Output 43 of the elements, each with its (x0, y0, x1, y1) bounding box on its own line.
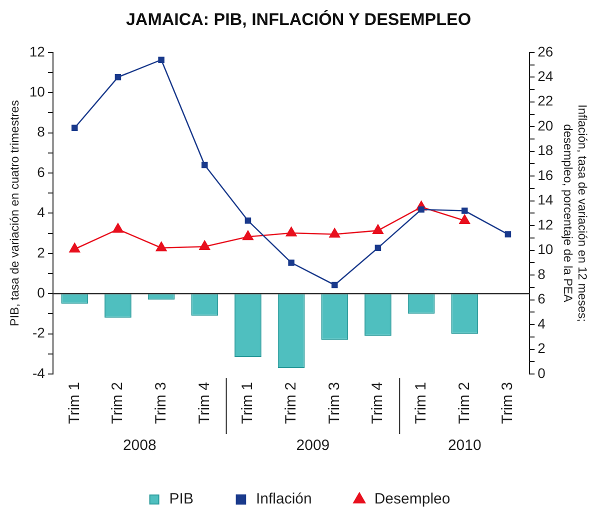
y-tick-label: 6 (37, 164, 46, 180)
y-tick-label: -2 (32, 324, 46, 341)
y2-tick-label: 24 (538, 68, 554, 84)
x-tick-label: Trim 3 (499, 382, 516, 424)
x-tick-label: Trim 1 (239, 382, 256, 424)
y2-tick-label: 2 (538, 340, 546, 356)
y-tick-label: 10 (29, 83, 46, 100)
y2-tick-label: 10 (538, 241, 554, 258)
text: 2008 (122, 437, 156, 454)
x-tick-label: Trim 2 (109, 382, 126, 424)
y2-tick-label: 16 (538, 166, 554, 183)
y2-tick-label: 14 (538, 192, 554, 208)
x-tick-label: Trim 1 (412, 382, 430, 424)
legend-label: Desempleo (374, 490, 450, 508)
text: 2009 (296, 437, 330, 454)
x-tick-label: Trim 2 (282, 382, 300, 424)
y-tick-label: 8 (37, 124, 46, 140)
legend-label: Inflación (256, 490, 312, 508)
y-tick-label: 12 (29, 43, 46, 60)
x-tick-label: Trim 1 (66, 382, 83, 424)
y2-axis-title: Inflación, tasa de variación en 12 meses; desempleo, porcentaje de la PEA (561, 104, 590, 322)
legend-label: PIB (169, 490, 194, 508)
x-tick-label: Trim 2 (456, 382, 473, 424)
x-tick-label: Trim 3 (326, 382, 343, 424)
x-tick-label: Trim 3 (152, 382, 170, 424)
y-tick-label: 2 (37, 244, 46, 260)
y2-tick-label: 12 (538, 216, 554, 232)
x-tick-label: Trim 4 (196, 382, 213, 424)
y2-tick-label: 18 (538, 142, 554, 158)
y2-tick-label: 26 (538, 43, 554, 60)
y-tick-label: -4 (32, 364, 46, 381)
y-tick-label: 0 (37, 284, 46, 301)
y2-tick-label: 6 (538, 290, 546, 307)
y-tick-label: 4 (37, 204, 46, 220)
chart-title: JAMAICA: PIB, INFLACIÓN Y DESEMPLEO (126, 8, 472, 29)
y-axis-title: PIB, tasa de variación en cuatro trimestres (8, 100, 22, 326)
y2-tick-label: 0 (538, 364, 546, 381)
y2-tick-label: 8 (538, 266, 546, 282)
x-tick-label: Trim 4 (369, 382, 386, 424)
y2-tick-label: 20 (538, 117, 554, 134)
y2-tick-label: 22 (538, 92, 554, 109)
text: 2010 (448, 437, 482, 454)
y2-tick-label: 4 (538, 315, 546, 332)
